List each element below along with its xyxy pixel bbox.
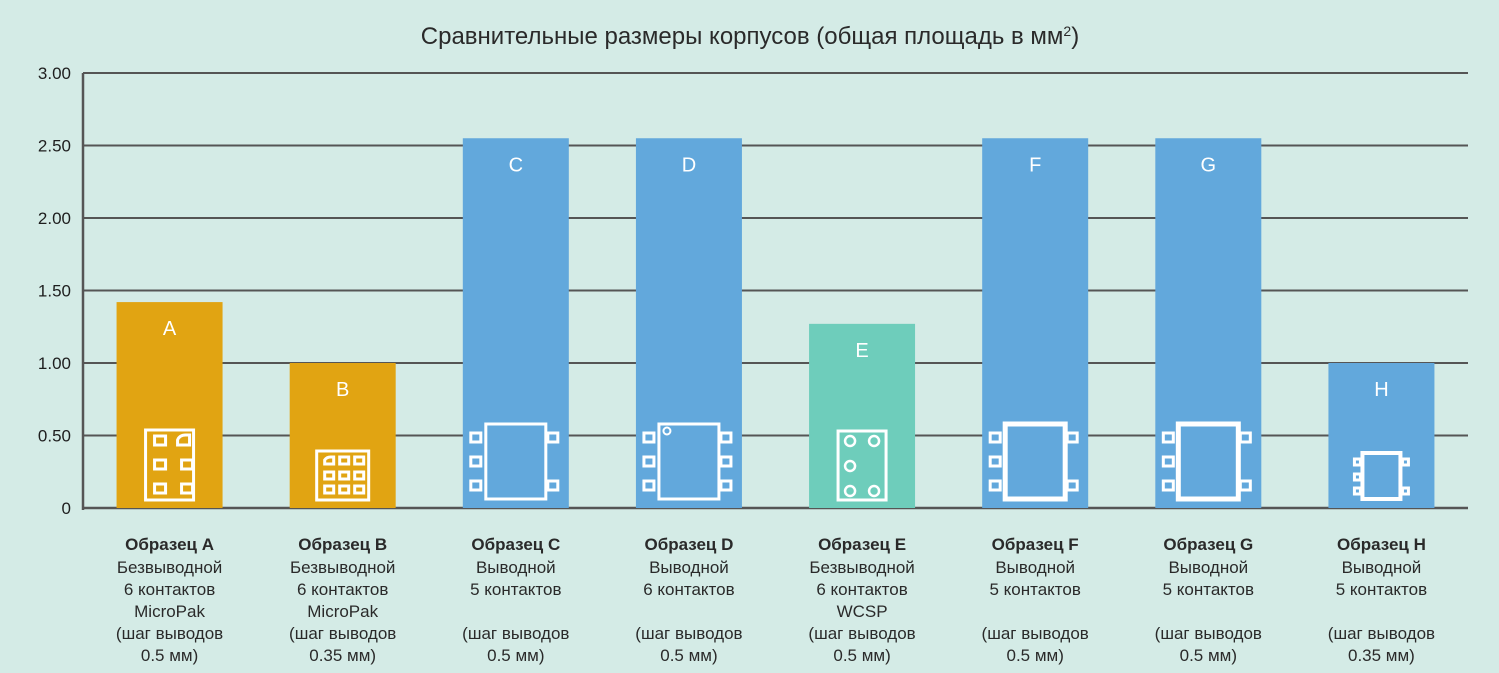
bars: A B C D E F G H (116, 138, 1435, 508)
bar-c: C (462, 138, 569, 508)
category-detail-line: Безвыводной (117, 558, 222, 577)
category-detail-line: 0.35 мм) (309, 646, 376, 665)
category-detail-line: (шаг выводов (808, 624, 915, 643)
category-detail-line: 5 контактов (1163, 580, 1254, 599)
bar-rect (1155, 138, 1262, 508)
category-label-h: Образец H Выводной 5 контактов (шаг выводов… (1328, 535, 1435, 665)
category-label-g: Образец G Выводной 5 контактов (шаг выводов… (1155, 535, 1262, 665)
category-detail-line: Безвыводной (290, 558, 395, 577)
category-detail-line: 0.5 мм) (660, 646, 717, 665)
category-detail-line: 5 контактов (1336, 580, 1427, 599)
bar-letter-label: H (1374, 379, 1388, 401)
category-detail-line: 6 контактов (297, 580, 388, 599)
category-name: Образец C (471, 535, 560, 554)
category-detail-line: 0.5 мм) (487, 646, 544, 665)
chart-title: Сравнительные размеры корпусов (общая пл… (421, 23, 1079, 50)
wcsp-6ball-icon (836, 429, 888, 502)
bar-f: F (982, 138, 1089, 508)
category-name: Образец D (644, 535, 733, 554)
y-tick-label: 2.50 (38, 137, 71, 156)
category-labels: Образец A Безвыводной 6 контактов MicroPak (… (116, 535, 1435, 665)
category-detail-line: Выводной (1168, 558, 1248, 577)
category-detail-line: 0.5 мм) (1006, 646, 1063, 665)
category-detail-line: 6 контактов (124, 580, 215, 599)
category-detail-line: (шаг выводов (635, 624, 742, 643)
category-name: Образец B (298, 535, 387, 554)
bar-rect (635, 138, 742, 508)
y-tick-label: 2.00 (38, 209, 71, 228)
y-tick-label: 1.50 (38, 282, 71, 301)
bar-rect (116, 302, 223, 508)
category-detail-line: Выводной (995, 558, 1075, 577)
micropak-6pin-icon (144, 428, 196, 502)
category-name: Образец H (1337, 535, 1426, 554)
category-detail-line: WCSP (837, 602, 888, 621)
y-tick-label: 3.00 (38, 64, 71, 83)
category-detail-line: 0.5 мм) (1180, 646, 1237, 665)
category-name: Образец A (125, 535, 214, 554)
category-detail-line: 0.5 мм) (141, 646, 198, 665)
bar-rect (809, 323, 916, 508)
category-detail-line: 6 контактов (643, 580, 734, 599)
category-detail-line: (шаг выводов (289, 624, 396, 643)
category-name: Образец G (1163, 535, 1253, 554)
leaded-5pin-small-icon (1352, 451, 1410, 501)
bar-letter-label: B (336, 379, 349, 401)
bar-e: E (809, 323, 916, 508)
category-detail-line: Безвыводной (809, 558, 914, 577)
category-detail-line: 6 контактов (816, 580, 907, 599)
bar-d: D (635, 138, 742, 508)
category-detail-line: (шаг выводов (462, 624, 569, 643)
bar-a: A (116, 302, 223, 508)
leaded-5pin-icon (469, 422, 560, 501)
category-label-d: Образец D Выводной 6 контактов (шаг выводов… (635, 535, 742, 665)
bar-g: G (1155, 138, 1262, 508)
y-tick-label: 0.50 (38, 427, 71, 446)
category-detail-line: Выводной (1342, 558, 1422, 577)
bar-letter-label: D (682, 154, 696, 176)
bar-letter-label: C (509, 154, 523, 176)
category-label-e: Образец E Безвыводной 6 контактов WCSP (шаг … (808, 535, 915, 665)
y-tick-label: 1.00 (38, 354, 71, 373)
y-tick-label: 0 (62, 499, 71, 518)
bar-letter-label: G (1201, 154, 1217, 176)
bar-rect (289, 363, 396, 508)
category-label-f: Образец F Выводной 5 контактов (шаг выводов… (982, 535, 1089, 665)
category-detail-line: MicroPak (307, 602, 378, 621)
leaded-5pin-icon (988, 421, 1079, 502)
category-label-b: Образец B Безвыводной 6 контактов MicroPak (… (289, 535, 396, 665)
category-label-a: Образец A Безвыводной 6 контактов MicroPak (… (116, 535, 223, 665)
leaded-5pin-icon (1161, 421, 1252, 502)
category-detail-line: Выводной (649, 558, 729, 577)
category-detail-line: 0.35 мм) (1348, 646, 1415, 665)
category-detail-line: 5 контактов (989, 580, 1080, 599)
micropak-6pin-small-icon (315, 449, 371, 502)
bar-letter-label: F (1029, 154, 1041, 176)
category-detail-line: MicroPak (134, 602, 205, 621)
bar-letter-label: E (855, 340, 868, 362)
bar-rect (1328, 363, 1435, 508)
category-detail-line: 5 контактов (470, 580, 561, 599)
category-detail-line: (шаг выводов (1155, 624, 1262, 643)
bar-h: H (1328, 363, 1435, 508)
category-detail-line: (шаг выводов (982, 624, 1089, 643)
category-name: Образец E (818, 535, 906, 554)
category-label-c: Образец C Выводной 5 контактов (шаг выводов… (462, 535, 569, 665)
bar-rect (982, 138, 1089, 508)
bar-letter-label: A (163, 318, 177, 340)
category-name: Образец F (992, 535, 1079, 554)
category-detail-line: Выводной (476, 558, 556, 577)
category-detail-line: 0.5 мм) (833, 646, 890, 665)
category-detail-line: (шаг выводов (1328, 624, 1435, 643)
leaded-6pin-icon (642, 422, 733, 501)
bar-rect (462, 138, 569, 508)
bar-b: B (289, 363, 396, 508)
category-detail-line: (шаг выводов (116, 624, 223, 643)
